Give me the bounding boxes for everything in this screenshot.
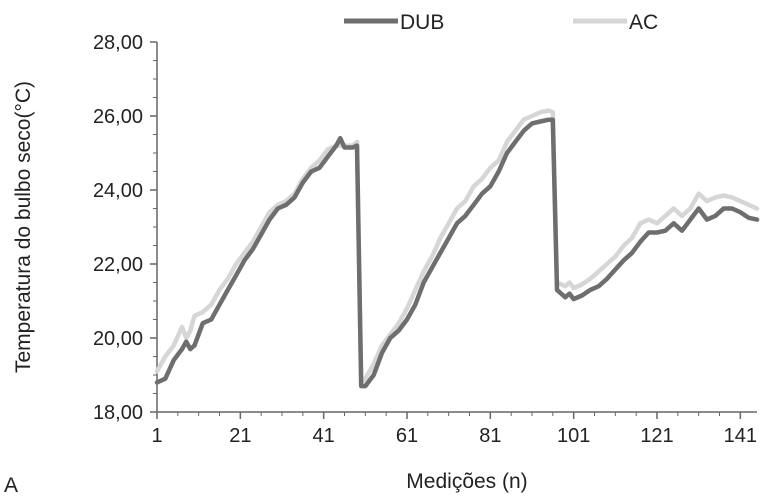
legend-label-dub: DUB (400, 11, 444, 34)
y-tick-label: 28,00 (93, 32, 143, 54)
x-tick-label: 21 (229, 425, 251, 447)
y-ticks: 18,00 20,00 22,00 24,00 26,00 28,00 (93, 32, 157, 424)
x-tick-label: 141 (724, 425, 757, 447)
series-line-ac (154, 108, 760, 385)
y-axis-title: Temperatura do bulbo seco(°C) (12, 81, 35, 373)
y-tick-label: 24,00 (93, 180, 143, 202)
x-axis-title: Medições (n) (406, 470, 527, 493)
x-tick-label: 81 (479, 425, 501, 447)
x-tick-label: 121 (640, 425, 673, 447)
y-tick-label: 18,00 (93, 402, 143, 424)
series-layer (154, 108, 760, 389)
y-tick-label: 20,00 (93, 328, 143, 350)
x-tick-label: 1 (151, 425, 162, 447)
panel-label: A (4, 474, 18, 497)
x-ticks: 1 21 41 61 81 101 121 141 (151, 412, 757, 447)
y-tick-label: 26,00 (93, 106, 143, 128)
legend: DUB AC (344, 11, 658, 34)
x-tick-label: 101 (557, 425, 590, 447)
series-line-dub (154, 117, 760, 389)
x-tick-label: 41 (313, 425, 335, 447)
legend-label-ac: AC (629, 11, 658, 34)
x-tick-label: 61 (396, 425, 418, 447)
y-tick-label: 22,00 (93, 254, 143, 276)
